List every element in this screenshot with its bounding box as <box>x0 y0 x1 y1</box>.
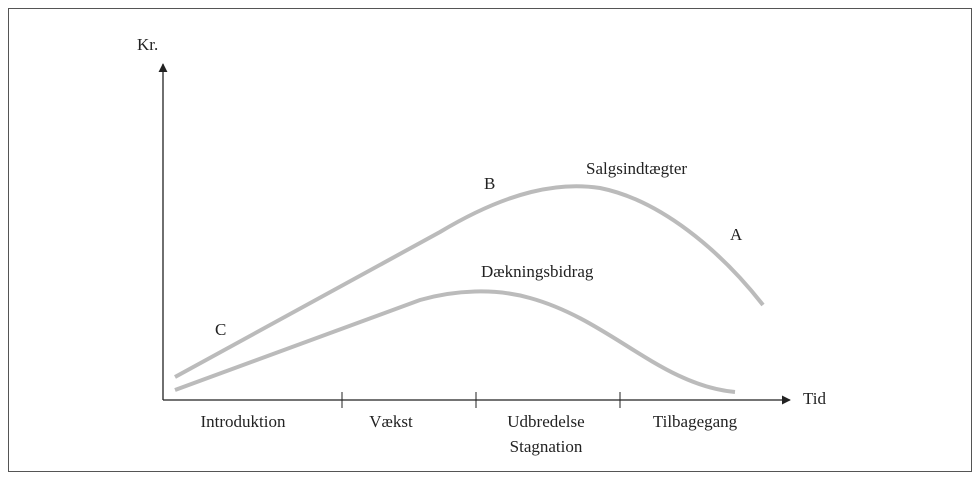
point-label: A <box>730 225 743 244</box>
phase-label: Stagnation <box>510 437 583 456</box>
phase-label: Tilbagegang <box>653 412 738 431</box>
y-axis-label: Kr. <box>137 35 158 54</box>
point-label: B <box>484 174 495 193</box>
revenue-curve <box>174 184 765 379</box>
x-axis-label: Tid <box>803 389 827 408</box>
margin-curve <box>174 289 736 394</box>
curve-label: Salgsindtægter <box>586 159 687 178</box>
point-label: C <box>215 320 226 339</box>
phase-label: Introduktion <box>201 412 286 431</box>
phase-label: Udbredelse <box>507 412 584 431</box>
frame <box>8 8 972 472</box>
curve-label: Dækningsbidrag <box>481 262 594 281</box>
phase-label: Vækst <box>369 412 413 431</box>
